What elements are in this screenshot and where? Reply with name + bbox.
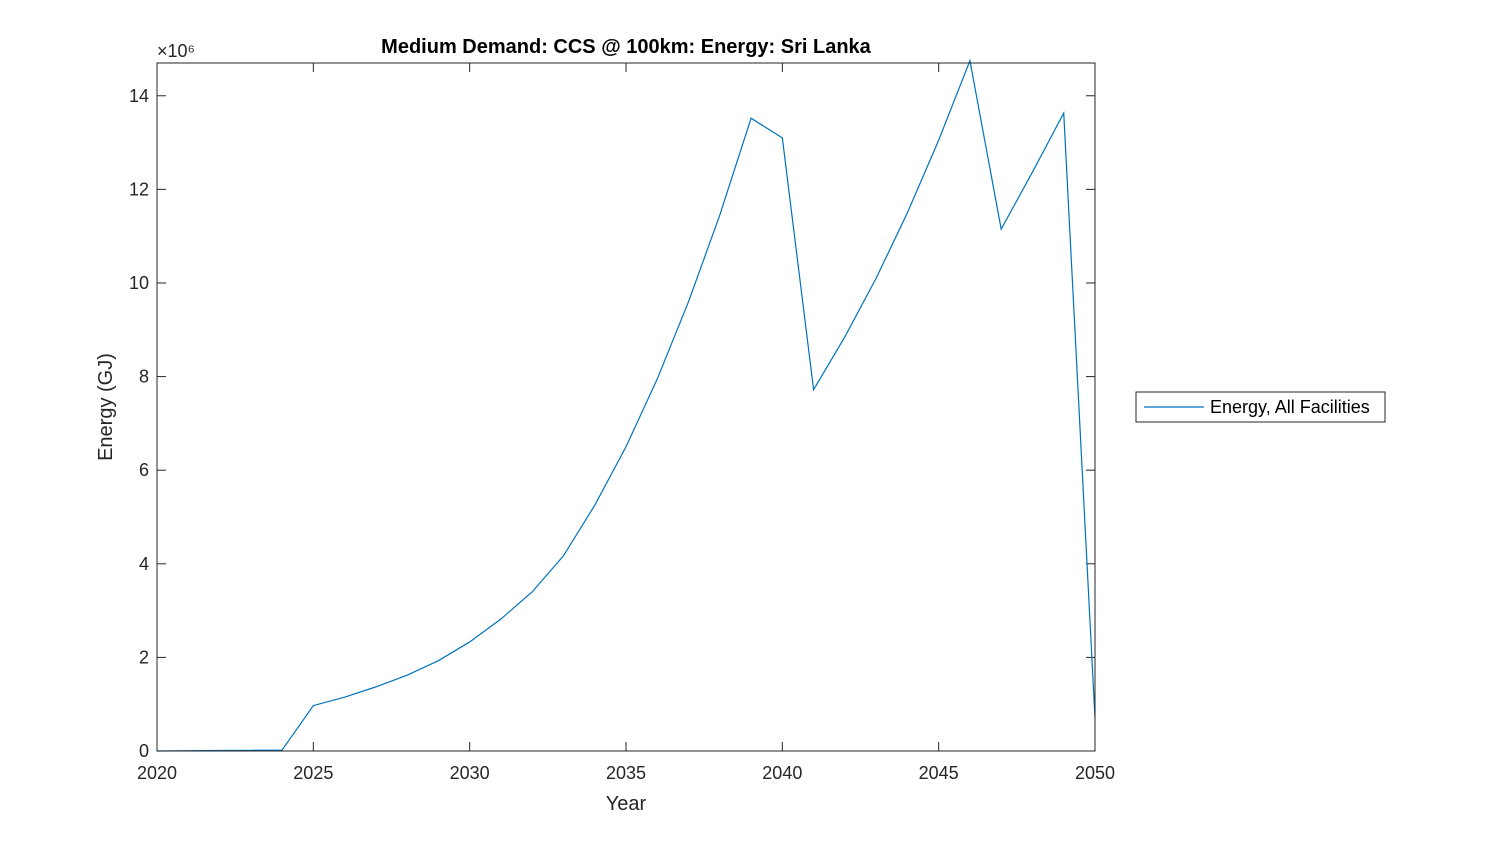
y-tick-label: 0 bbox=[139, 741, 149, 761]
x-tick-label: 2020 bbox=[137, 763, 177, 783]
y-tick-label: 12 bbox=[129, 179, 149, 199]
legend-label-energy-all-facilities: Energy, All Facilities bbox=[1210, 397, 1370, 417]
y-axis-ticks: 0 2 4 6 8 10 12 14 bbox=[129, 86, 1095, 761]
y-tick-label: 8 bbox=[139, 367, 149, 387]
y-tick-label: 2 bbox=[139, 647, 149, 667]
x-tick-label: 2025 bbox=[293, 763, 333, 783]
x-tick-label: 2040 bbox=[762, 763, 802, 783]
y-tick-label: 14 bbox=[129, 86, 149, 106]
series-line-energy-all-facilities bbox=[156, 58, 1096, 752]
y-axis-label: Energy (GJ) bbox=[95, 353, 117, 461]
x-tick-label: 2035 bbox=[606, 763, 646, 783]
y-tick-label: 4 bbox=[139, 554, 149, 574]
chart-title: Medium Demand: CCS @ 100km: Energy: Sri … bbox=[381, 36, 872, 58]
y-tick-label: 10 bbox=[129, 273, 149, 293]
y-tick-label: 6 bbox=[139, 460, 149, 480]
plot-frame bbox=[156, 62, 1096, 752]
plot-area-background bbox=[157, 63, 1095, 751]
x-tick-label: 2030 bbox=[450, 763, 490, 783]
x-tick-label: 2050 bbox=[1075, 763, 1115, 783]
y-axis-exponent: ×10⁶ bbox=[157, 41, 195, 61]
x-axis-label: Year bbox=[606, 793, 647, 815]
x-tick-label: 2045 bbox=[919, 763, 959, 783]
legend: Energy, All Facilities bbox=[1135, 391, 1386, 423]
